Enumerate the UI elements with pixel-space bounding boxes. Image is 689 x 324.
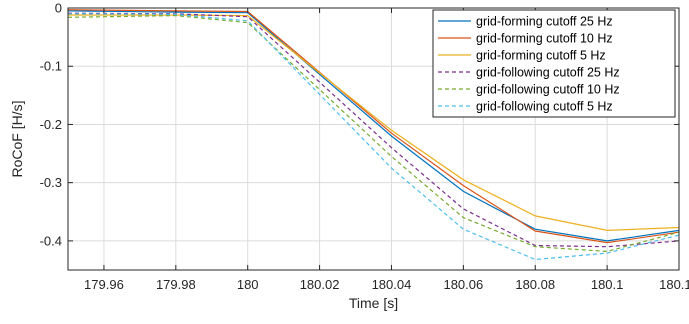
- y-tick-label: 0: [55, 1, 62, 16]
- y-tick-label: -0.1: [40, 59, 62, 74]
- legend-label: grid-following cutoff 25 Hz: [476, 66, 620, 80]
- x-tick-label: 180: [237, 277, 259, 292]
- x-tick-label: 179.96: [84, 277, 124, 292]
- y-tick-label: -0.3: [40, 175, 62, 190]
- legend-label: grid-following cutoff 5 Hz: [476, 100, 613, 114]
- plot-area: [67, 9, 680, 261]
- ticks: 179.96 179.98 180 180.02 180.04 180.06 180.08 1…: [40, 1, 689, 293]
- legend-label: grid-forming cutoff 10 Hz: [476, 32, 613, 46]
- x-tick-label: 180.06: [443, 277, 483, 292]
- series-line-4: [67, 12, 680, 248]
- legend: grid-forming cutoff 25 Hz grid-forming cu…: [432, 9, 676, 118]
- x-tick-label: 180.02: [300, 277, 340, 292]
- series-line-5: [67, 14, 680, 253]
- x-tick-label: 180.1: [591, 277, 624, 292]
- legend-label: grid-forming cutoff 5 Hz: [476, 49, 606, 63]
- x-tick-label: 180.04: [372, 277, 412, 292]
- x-axis-label: Time [s]: [349, 295, 398, 311]
- series-line-1: [67, 10, 680, 242]
- series-line-6: [67, 13, 680, 261]
- x-tick-label: 180.08: [515, 277, 555, 292]
- legend-label: grid-forming cutoff 25 Hz: [476, 15, 613, 29]
- y-tick-label: -0.2: [40, 117, 62, 132]
- y-tick-label: -0.4: [40, 233, 62, 248]
- series-line-2: [67, 9, 680, 244]
- y-axis-label: RoCoF [H/s]: [9, 100, 25, 177]
- legend-box: [432, 9, 676, 118]
- x-tick-label: 180.12: [659, 277, 689, 292]
- axes-box: [67, 7, 680, 271]
- legend-label: grid-following cutoff 10 Hz: [476, 83, 620, 97]
- x-tick-label: 179.98: [156, 277, 196, 292]
